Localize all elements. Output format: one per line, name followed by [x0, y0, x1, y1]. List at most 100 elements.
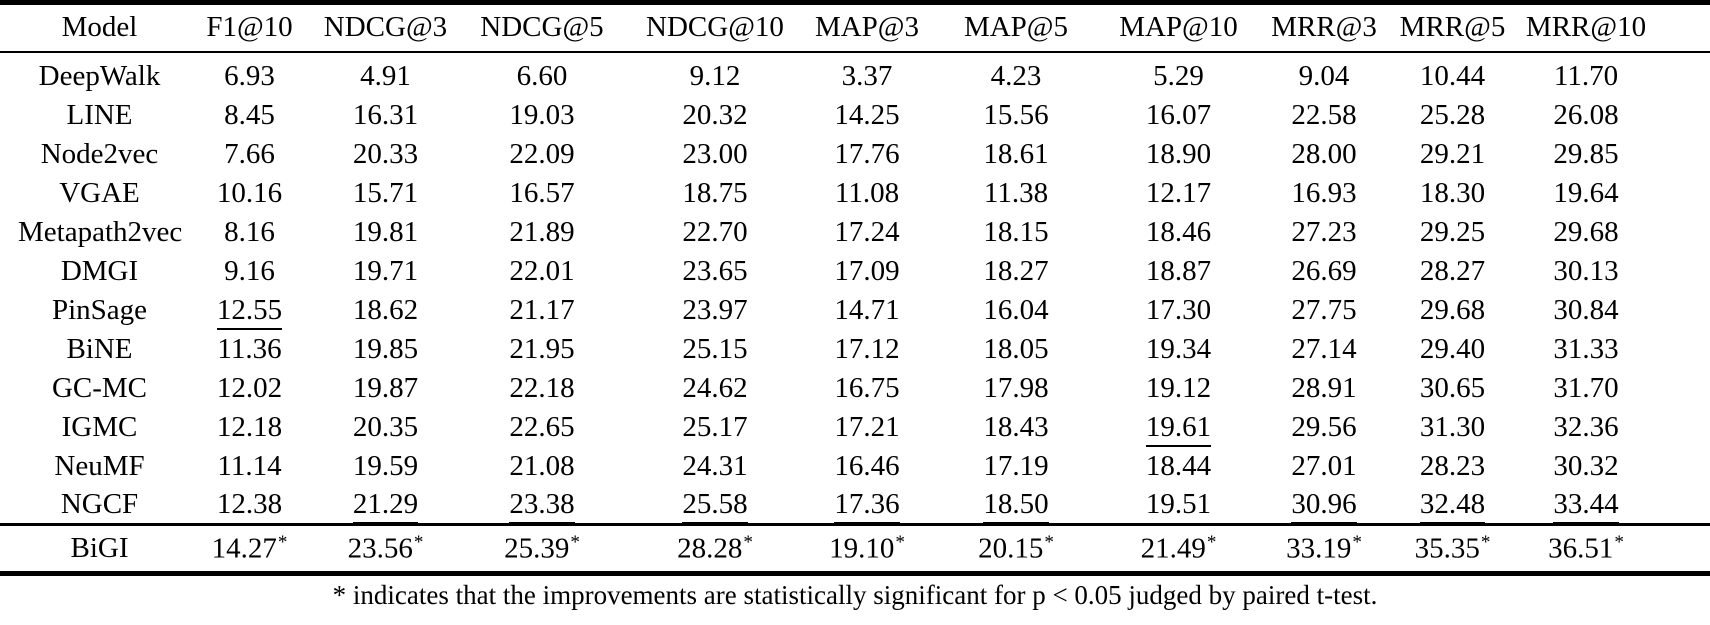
- metric-value-text: 30.32: [1553, 449, 1619, 482]
- metric-value-underlined: 18.50: [983, 487, 1049, 524]
- metric-value-text: 18.43: [983, 410, 1049, 443]
- significance-star: *: [570, 531, 580, 553]
- metric-value-text: 23.00: [682, 137, 748, 170]
- metric-value-text: 20.35: [352, 410, 419, 443]
- metric-value: 30.13: [1517, 252, 1710, 291]
- column-header-mrr-at-3: MRR@3: [1260, 2, 1388, 53]
- metric-value-text: 17.19: [983, 449, 1049, 482]
- metric-value-text: 11.14: [217, 449, 282, 482]
- metric-value-text: 18.27: [983, 254, 1049, 287]
- metric-value-text: 11.70: [1553, 59, 1619, 92]
- metric-value-underlined: 30.96: [1291, 487, 1357, 524]
- metric-value-text: 31.33: [1553, 332, 1619, 365]
- metric-value: 16.57: [453, 174, 631, 213]
- model-name: NeuMF: [54, 449, 145, 482]
- metric-value-text: 36.51: [1548, 532, 1614, 565]
- metric-value: 10.16: [181, 174, 318, 213]
- metric-value: 3.37: [799, 52, 935, 96]
- metric-value: 26.69: [1260, 252, 1388, 291]
- column-header-ndcg-at-10: NDCG@10: [631, 2, 799, 53]
- column-header-mrr-at-5: MRR@5: [1388, 2, 1517, 53]
- metric-value: 27.01: [1260, 447, 1388, 486]
- metric-value-text: 30.13: [1553, 254, 1619, 287]
- significance-star: *: [743, 531, 753, 553]
- highlight-row-section: BiGI 14.27* 23.56* 25.39* 28.28* 19.10* 20.15*…: [0, 524, 1710, 574]
- metric-value: 28.28*: [631, 525, 799, 574]
- metric-value-text: 18.15: [983, 215, 1049, 248]
- metric-value-text: 21.49: [1140, 532, 1206, 565]
- metric-value: 31.70: [1517, 369, 1710, 408]
- metric-value-text: 28.23: [1419, 449, 1486, 482]
- metric-value: 36.51*: [1517, 525, 1710, 574]
- metric-value: 27.14: [1260, 330, 1388, 369]
- model-name: DeepWalk: [38, 59, 161, 92]
- metric-value: 11.36: [181, 330, 318, 369]
- metric-value: 20.15*: [935, 525, 1097, 574]
- metric-value: 19.10*: [799, 525, 935, 574]
- metric-value: 17.12: [799, 330, 935, 369]
- metric-value: 18.90: [1097, 135, 1260, 174]
- metric-value: 23.00: [631, 135, 799, 174]
- metric-value: 16.93: [1260, 174, 1388, 213]
- row-ngcf: NGCF 12.38 21.29 23.38 25.58 17.36 18.50 19.51 3…: [0, 486, 1710, 525]
- metric-value: 18.15: [935, 213, 1097, 252]
- metric-value-text: 5.29: [1153, 59, 1204, 92]
- metric-value: 31.33: [1517, 330, 1710, 369]
- metric-value-text: 14.25: [834, 98, 900, 131]
- metric-value-text: 17.24: [834, 215, 900, 248]
- model-name: Node2vec: [40, 137, 159, 170]
- metric-value-text: 16.07: [1145, 98, 1212, 131]
- metric-value: 19.71: [318, 252, 453, 291]
- metric-value: 17.98: [935, 369, 1097, 408]
- metric-value: 23.38: [453, 486, 631, 525]
- metric-value-text: 17.76: [834, 137, 900, 170]
- metric-value: 17.36: [799, 486, 935, 525]
- metric-value-text: 12.17: [1145, 176, 1212, 209]
- significance-star: *: [1206, 531, 1217, 553]
- metric-value: 25.17: [631, 408, 799, 447]
- metric-value: 8.45: [181, 96, 318, 135]
- metric-value: 25.15: [631, 330, 799, 369]
- metric-value: 18.75: [631, 174, 799, 213]
- metric-value-text: 7.66: [224, 137, 275, 170]
- metric-value-text: 15.56: [983, 98, 1049, 131]
- metric-value-text: 18.05: [983, 332, 1049, 365]
- row-node2vec: Node2vec 7.66 20.33 22.09 23.00 17.76 18.61 18.…: [0, 135, 1710, 174]
- metric-value-text: 22.70: [682, 215, 748, 248]
- metric-value-text: 20.33: [352, 137, 419, 170]
- metric-value-text: 9.12: [689, 59, 741, 92]
- metric-value: 22.09: [453, 135, 631, 174]
- metric-value-text: 23.56: [347, 532, 413, 565]
- metric-value: 23.97: [631, 291, 799, 330]
- metric-value: 21.89: [453, 213, 631, 252]
- metric-value: 22.58: [1260, 96, 1388, 135]
- row-dmgi: DMGI 9.16 19.71 22.01 23.65 17.09 18.27 18.87 26…: [0, 252, 1710, 291]
- metric-value-text: 19.03: [509, 98, 575, 131]
- metric-value-text: 20.15: [978, 532, 1044, 565]
- metric-value-text: 29.85: [1553, 137, 1619, 170]
- metric-value-text: 14.27: [211, 532, 277, 565]
- metric-value: 35.35*: [1388, 525, 1517, 574]
- metric-value: 11.70: [1517, 52, 1710, 96]
- metric-value: 15.71: [318, 174, 453, 213]
- table-header-row: Model F1@10 NDCG@3 NDCG@5 NDCG@10 MAP@3 MAP@5 M…: [0, 2, 1710, 53]
- metric-value: 30.84: [1517, 291, 1710, 330]
- metric-value-text: 17.30: [1145, 293, 1212, 326]
- metric-value-text: 29.68: [1419, 293, 1486, 326]
- metric-value-text: 25.28: [1419, 98, 1486, 131]
- metric-value: 19.81: [318, 213, 453, 252]
- metric-value: 30.32: [1517, 447, 1710, 486]
- metric-value: 16.07: [1097, 96, 1260, 135]
- metric-value-text: 19.34: [1145, 332, 1212, 365]
- row-neumf: NeuMF 11.14 19.59 21.08 24.31 16.46 17.19 18.44…: [0, 447, 1710, 486]
- metric-value: 29.40: [1388, 330, 1517, 369]
- metric-value-text: 12.38: [216, 487, 283, 520]
- metric-value-text: 12.02: [216, 371, 283, 404]
- metric-value-text: 19.10: [829, 532, 895, 565]
- metric-value-text: 27.01: [1291, 449, 1357, 482]
- metric-value: 21.17: [453, 291, 631, 330]
- metric-value: 18.61: [935, 135, 1097, 174]
- metric-value-text: 19.85: [352, 332, 419, 365]
- metric-value-underlined: 25.58: [682, 487, 748, 524]
- metric-value-text: 11.38: [983, 176, 1049, 209]
